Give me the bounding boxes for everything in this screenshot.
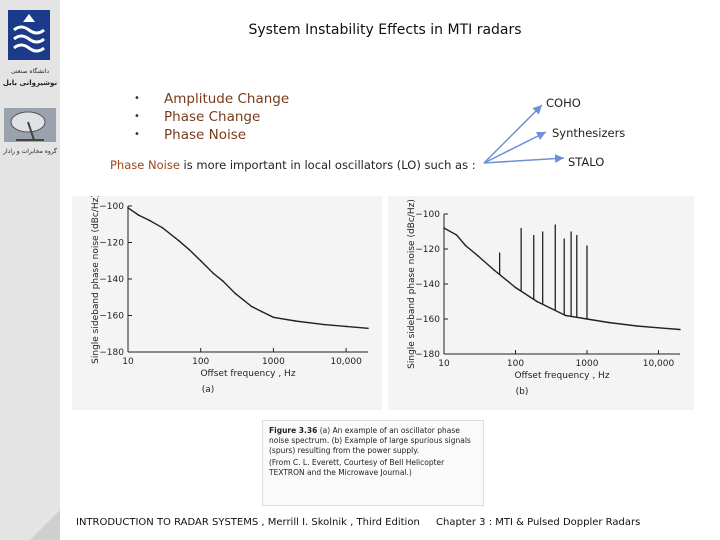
data-point [607, 321, 610, 324]
y-tick-label: −180 [99, 348, 124, 358]
arrow-to-coho [483, 104, 543, 164]
university-text: دانشگاه صنعتی [10, 68, 50, 75]
bullet-item: • Phase Noise [134, 127, 247, 143]
data-point [188, 249, 191, 251]
y-tick-label: −140 [99, 275, 124, 285]
data-point [477, 255, 479, 257]
data-point [514, 286, 517, 289]
data-point [367, 327, 369, 330]
arrows [483, 104, 565, 164]
bullet-list: • Amplitude Change • Phase Change • Phase N… [134, 90, 289, 144]
caption-label: Figure 3.36 [269, 426, 318, 435]
y-axis-label: Single sideband phase noise (dBc/Hz) [407, 199, 417, 369]
x-axis-label: Offset frequency , Hz [200, 369, 295, 379]
caption-text: (a) An example of an oscillator phase no… [269, 426, 471, 455]
data-point [127, 207, 129, 209]
bullet-text: Phase Change [164, 109, 261, 125]
data-point [250, 305, 253, 308]
data-point [323, 323, 326, 326]
phase-noise-rest: is more important in local oscillators (… [179, 158, 476, 172]
phase-noise-sentence: Phase Noise is more important in local o… [110, 158, 476, 172]
x-tick-label: 100 [192, 357, 209, 367]
bullet-item: • Amplitude Change [134, 91, 290, 107]
bullet-text: Phase Noise [164, 127, 247, 143]
data-point [212, 272, 215, 275]
x-axis-label: Offset frequency , Hz [514, 371, 609, 381]
caption-source: (From C. L. Everett, Courtesy of Bell He… [269, 458, 445, 477]
y-tick-label: −100 [415, 210, 440, 220]
radar-dish-icon [4, 108, 56, 142]
university-name: نوشیروانی بابل [2, 79, 58, 87]
panel-label: (b) [516, 387, 529, 397]
arrow-to-stalo [483, 154, 565, 164]
x-tick-label: 1000 [262, 357, 285, 367]
x-tick-label: 10 [122, 357, 134, 367]
y-tick-label: −160 [99, 312, 124, 322]
bullet-text: Amplitude Change [164, 91, 290, 107]
slide-title: System Instability Effects in MTI radars [248, 22, 522, 38]
panel-label: (a) [202, 385, 215, 395]
footer-left: INTRODUCTION TO RADAR SYSTEMS , Merrill … [76, 517, 420, 528]
y-axis-label: Single sideband phase noise (dBc/Hz) [91, 196, 101, 364]
data-point [455, 234, 458, 236]
y-tick-label: −120 [99, 239, 124, 249]
x-tick-label: 10,000 [643, 359, 675, 369]
data-point [443, 227, 445, 229]
figure-caption: Figure 3.36 (a) An example of an oscilla… [262, 420, 484, 506]
y-tick-label: −160 [415, 315, 440, 325]
data-point [178, 239, 180, 242]
figure-panel-a: −100 −120 −140 −160 −180 10 100 1000 10,000 Offse… [72, 194, 382, 410]
data-point [493, 269, 495, 271]
data-point [345, 325, 347, 328]
x-tick-label: 100 [507, 359, 524, 369]
data-point [149, 219, 151, 222]
label-coho: COHO [546, 96, 581, 110]
y-tick-label: −100 [99, 202, 124, 212]
corner-decoration [30, 510, 60, 540]
data-point [636, 325, 638, 327]
group-text: گروه مخابرات و رادار [3, 148, 57, 155]
x-tick-label: 10 [438, 359, 450, 369]
data-point [272, 316, 275, 319]
data-point [586, 318, 588, 320]
data-point [137, 214, 140, 216]
phase-noise-line [443, 227, 681, 331]
label-synthesizers: Synthesizers [552, 126, 626, 140]
phase-noise-line [127, 207, 369, 329]
y-tick-label: −140 [415, 280, 440, 290]
data-point [657, 326, 660, 329]
data-point [464, 244, 467, 247]
data-point [261, 311, 263, 313]
university-logo [8, 10, 50, 60]
figure-panel-b: −100 −120 −140 −160 −180 10 100 1000 10,000 Offse… [388, 196, 694, 410]
x-tick-label: 10,000 [330, 357, 362, 367]
arrow-to-synthesizers [483, 131, 547, 164]
data-point [679, 328, 681, 331]
sidebar: دانشگاه صنعتی نوشیروانی بابل گروه مخابرا… [0, 0, 60, 540]
phase-noise-highlight: Phase Noise [110, 158, 180, 172]
x-tick-label: 1000 [576, 359, 599, 369]
data-point [199, 259, 202, 262]
data-point [536, 300, 538, 303]
data-point [294, 320, 297, 322]
label-stalo: STALO [568, 155, 605, 169]
data-point [234, 292, 237, 295]
footer-right: Chapter 3 : MTI & Pulsed Doppler Radars [436, 517, 641, 528]
bullet-item: • Phase Change [134, 109, 261, 125]
y-tick-label: −120 [415, 245, 440, 255]
y-tick-label: −180 [415, 350, 440, 360]
data-point [161, 227, 164, 229]
data-point [221, 280, 224, 282]
data-point [564, 314, 567, 317]
